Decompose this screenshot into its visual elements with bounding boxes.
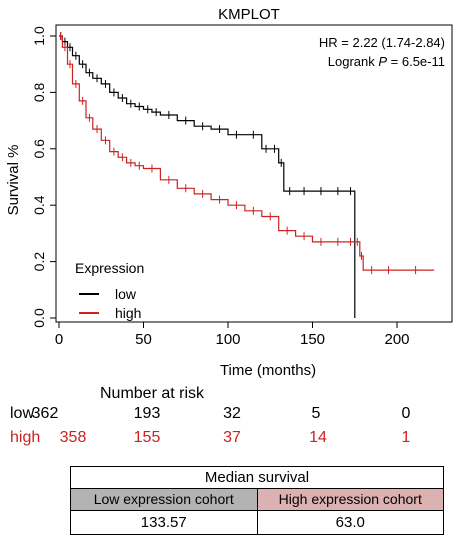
median-survival-title: Median survival <box>71 467 443 489</box>
risk-row-label: high <box>10 429 41 446</box>
x-tick-label: 50 <box>135 331 152 348</box>
legend-label-low: low <box>115 286 137 302</box>
x-tick-label: 150 <box>300 331 325 348</box>
y-tick-label: 0.0 <box>31 308 47 328</box>
median-survival-table: Median survival Low expression cohort Hi… <box>70 466 444 535</box>
logrank-prefix: Logrank <box>328 54 379 69</box>
risk-value: 14 <box>309 429 327 446</box>
risk-value: 1 <box>401 429 411 446</box>
risk-value: 0 <box>401 405 411 422</box>
x-tick-label: 0 <box>55 331 63 348</box>
y-axis-label: Survival % <box>5 145 22 216</box>
logrank-value: = 6.5e-11 <box>387 54 445 69</box>
y-tick-label: 0.2 <box>31 252 47 272</box>
low-cohort-median: 133.57 <box>71 511 258 534</box>
high-cohort-median: 63.0 <box>335 514 365 531</box>
risk-row-label: low <box>10 405 35 422</box>
risk-value: 5 <box>311 405 321 422</box>
high-cohort-header: High expression cohort <box>257 489 443 510</box>
risk-value: 362 <box>31 405 59 422</box>
survival-curve-high <box>59 35 435 271</box>
survival-curve-low <box>59 35 356 318</box>
legend-label-high: high <box>115 305 141 321</box>
median-survival-values: 133.57 63.0 <box>71 511 443 534</box>
risk-value: 37 <box>223 429 241 446</box>
risk-value: 32 <box>223 405 241 422</box>
x-tick-label: 200 <box>384 331 409 348</box>
risk-row-high: high 358 155 37 14 1 <box>0 429 462 451</box>
median-survival-headers: Low expression cohort High expression co… <box>71 489 443 511</box>
low-cohort-header: Low expression cohort <box>71 489 258 510</box>
risk-row-low: low 362 193 32 5 0 <box>0 405 462 427</box>
risk-value: 193 <box>133 405 161 422</box>
axis-ticks: 0 50 100 150 200 0.0 0.2 0.4 0.6 0.8 1.0 <box>31 26 410 348</box>
y-tick-label: 0.6 <box>31 139 47 159</box>
risk-table-title: Number at risk <box>100 385 205 402</box>
y-tick-label: 0.4 <box>31 195 47 215</box>
km-plot: KMPLOT 0 50 100 150 200 0.0 0.2 0.4 0.6 0.8 1.0 HR… <box>5 6 453 379</box>
legend-title: Expression <box>75 260 144 276</box>
risk-value: 155 <box>133 429 161 446</box>
hr-label: HR = 2.22 (1.74-2.84) <box>319 35 445 50</box>
y-tick-label: 0.8 <box>31 82 47 102</box>
plot-frame <box>55 24 453 323</box>
logrank-label: Logrank P = 6.5e-11 <box>328 54 445 69</box>
survival-curves <box>59 32 435 318</box>
risk-value: 358 <box>59 429 87 446</box>
x-tick-label: 100 <box>215 331 240 348</box>
logrank-p: P <box>378 54 387 69</box>
x-axis-label: Time (months) <box>220 362 316 379</box>
chart-title: KMPLOT <box>218 6 280 23</box>
y-tick-label: 1.0 <box>31 26 47 46</box>
